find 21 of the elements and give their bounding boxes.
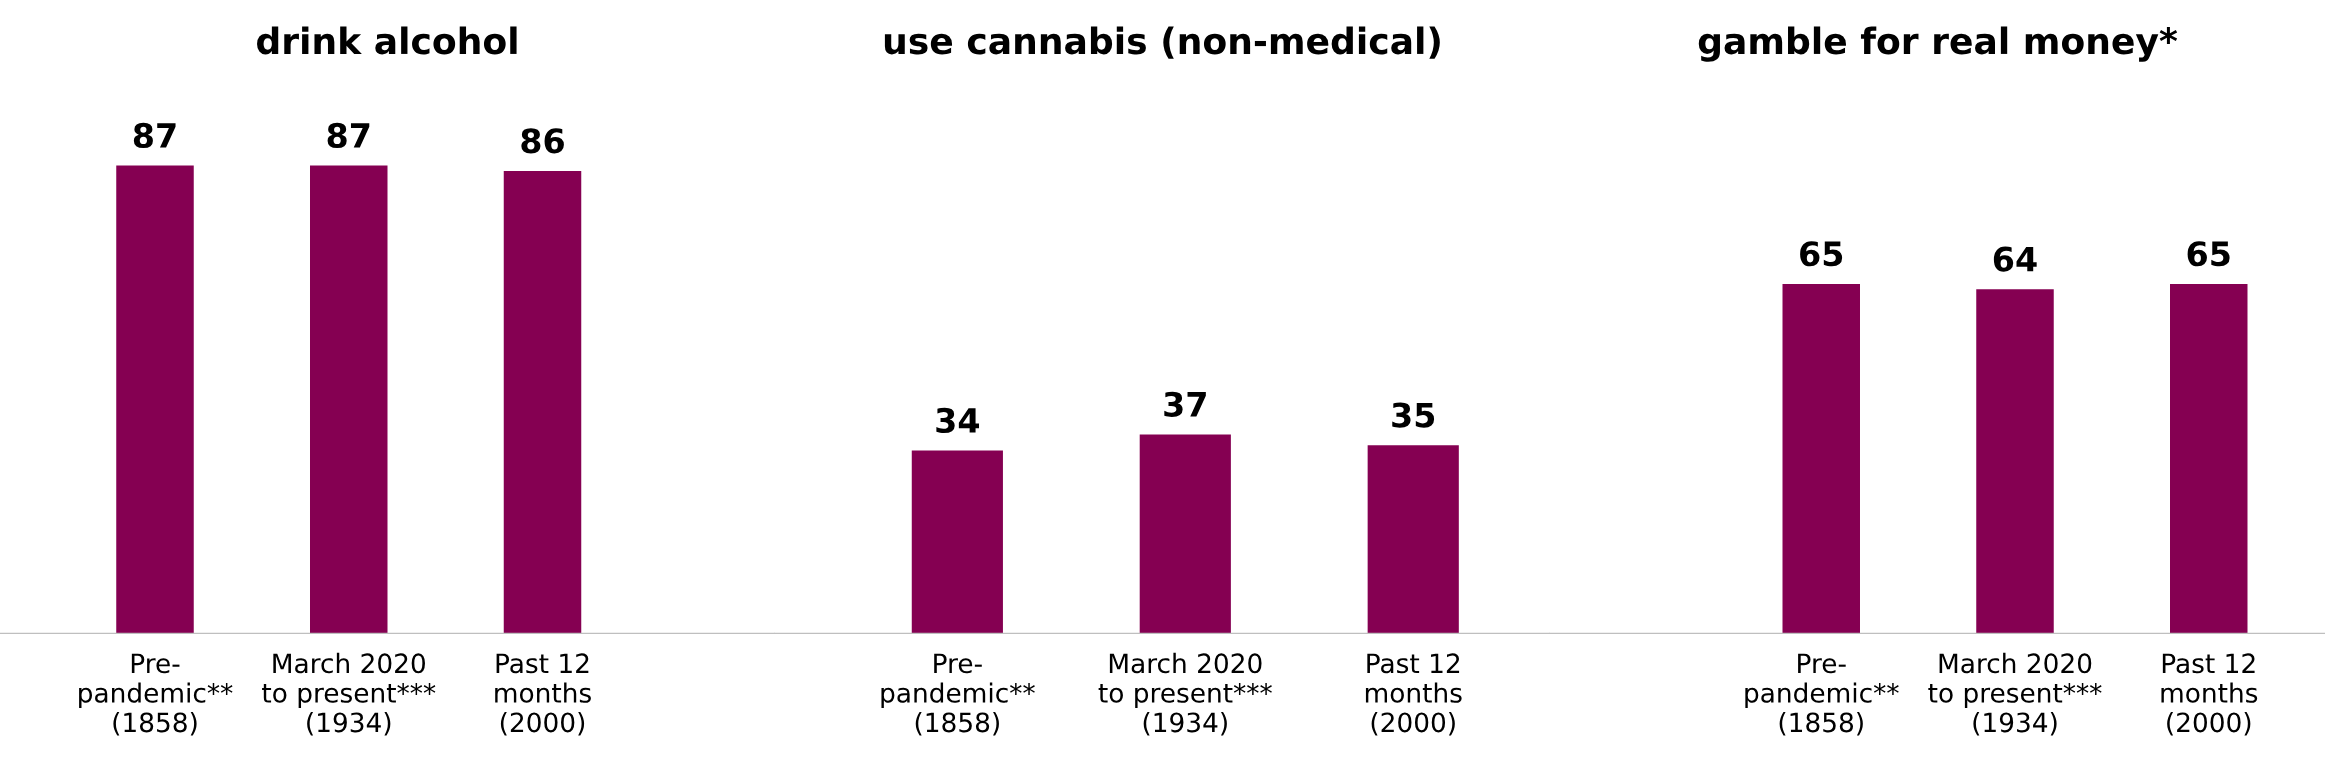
x-tick-label: March 2020 to present*** (1934) bbox=[1098, 652, 1272, 736]
data-label: 87 bbox=[133, 122, 176, 149]
data-label: 87 bbox=[327, 122, 370, 149]
data-label: 35 bbox=[1392, 402, 1435, 428]
x-tick-label: March 2020 to present*** (1934) bbox=[1928, 652, 2102, 736]
data-label: 64 bbox=[1993, 246, 2037, 272]
data-label: 65 bbox=[2187, 241, 2230, 267]
data-label: 86 bbox=[521, 128, 564, 154]
x-tick-label: Past 12 months (2000) bbox=[1365, 653, 1462, 736]
chart-title: use cannabis (non-medical) bbox=[884, 26, 1440, 59]
data-label: 37 bbox=[1164, 391, 1206, 417]
chart-title: drink alcohol bbox=[257, 26, 517, 55]
x-tick-label: Past 12 months (2000) bbox=[2161, 653, 2258, 736]
x-tick-label: Pre- pandemic** (1858) bbox=[79, 653, 233, 736]
chart-title: gamble for real money* bbox=[1698, 26, 2178, 62]
data-label: 65 bbox=[1800, 241, 1843, 267]
x-tick-label: Past 12 months (2000) bbox=[495, 653, 591, 736]
x-tick-label: Pre- pandemic** (1858) bbox=[881, 653, 1035, 736]
data-label: 34 bbox=[936, 407, 980, 434]
x-tick-label: March 2020 to present*** (1934) bbox=[262, 652, 436, 736]
x-tick-label: Pre- pandemic** (1858) bbox=[1745, 653, 1899, 736]
